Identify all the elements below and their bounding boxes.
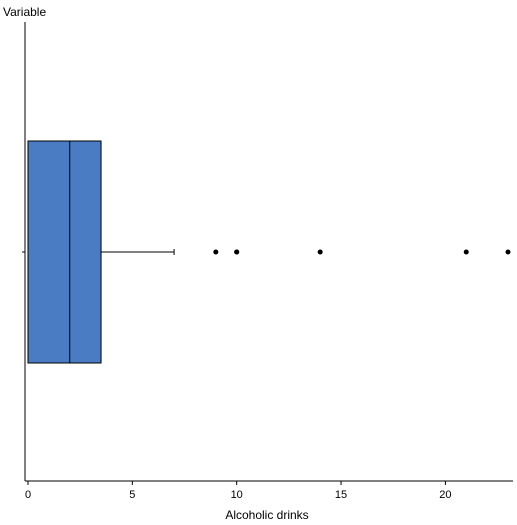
outlier-point xyxy=(234,249,240,255)
outlier-point xyxy=(317,249,323,255)
outlier-point xyxy=(213,249,219,255)
y-axis-label: Variable xyxy=(3,5,46,19)
x-tick-label: 0 xyxy=(25,489,31,501)
x-axis-label: Alcoholic drinks xyxy=(225,508,308,522)
iqr-box xyxy=(27,140,102,364)
x-tick-label: 15 xyxy=(335,489,347,501)
outliers xyxy=(213,249,511,255)
outlier-point xyxy=(505,249,511,255)
x-axis-ticks: 0 5 10 15 20 xyxy=(25,481,452,501)
x-tick-label: 20 xyxy=(439,489,451,501)
outlier-point xyxy=(463,249,469,255)
x-tick-label: 5 xyxy=(129,489,135,501)
x-tick-label: 10 xyxy=(231,489,243,501)
